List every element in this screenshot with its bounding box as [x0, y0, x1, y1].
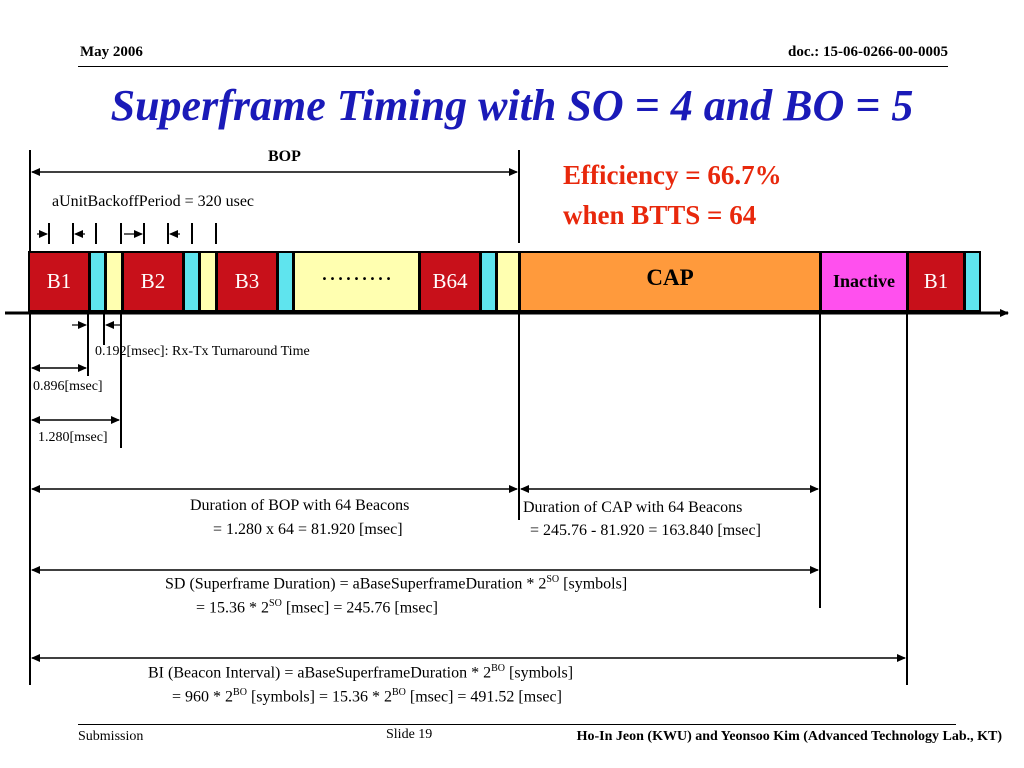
turnaround-slot	[277, 251, 294, 312]
footer-submission: Submission	[78, 729, 144, 744]
turnaround-slot	[964, 251, 981, 312]
turnaround-slot	[89, 251, 106, 312]
cap-duration-line-2: = 245.76 - 81.920 = 163.840 [msec]	[530, 522, 761, 539]
header-doc-id: doc.: 15-06-0266-00-0005	[788, 44, 948, 60]
slide-title: Superframe Timing with SO = 4 and BO = 5	[110, 81, 914, 130]
bop-label: BOP	[268, 148, 301, 165]
footer-divider	[78, 724, 956, 725]
idle-slot	[496, 251, 520, 312]
cap-block: CAP	[519, 251, 821, 312]
beacon-slot-time-label: 1.280[msec]	[38, 430, 108, 445]
idle-slot	[105, 251, 123, 312]
turnaround-time-label: 0.192[msec]: Rx-Tx Turnaround Time	[95, 344, 310, 359]
bop-duration-line-2: = 1.280 x 64 = 81.920 [msec]	[213, 521, 403, 538]
turnaround-slot	[183, 251, 200, 312]
header-divider	[78, 66, 948, 67]
inactive-block: Inactive	[820, 251, 908, 312]
idle-slot	[199, 251, 217, 312]
turnaround-slot	[480, 251, 497, 312]
backoff-period-ticks	[48, 223, 217, 244]
footer-slide-number: Slide 19	[386, 727, 433, 742]
bop-duration-line-1: Duration of BOP with 64 Beacons	[190, 497, 410, 514]
beacon-block-b3: B3	[216, 251, 278, 312]
sd-formula-line-2: = 15.36 * 2SO [msec] = 245.76 [msec]	[196, 598, 438, 617]
beacon-ellipsis-block: ………	[293, 251, 420, 312]
beacon-block-b1: B1	[28, 251, 90, 312]
bi-formula-line-1: BI (Beacon Interval) = aBaseSuperframeDu…	[148, 663, 574, 682]
beacon-block-b1-next: B1	[907, 251, 965, 312]
beacon-block-b2: B2	[122, 251, 184, 312]
header-date: May 2006	[80, 44, 143, 60]
beacon-block-b64: B64	[419, 251, 481, 312]
efficiency-line-2: when BTTS = 64	[563, 200, 757, 230]
beacon-tx-time-label: 0.896[msec]	[33, 379, 103, 394]
sd-formula-line-1: SD (Superframe Duration) = aBaseSuperfra…	[165, 574, 628, 593]
bi-formula-line-2: = 960 * 2BO [symbols] = 15.36 * 2BO [mse…	[172, 687, 562, 706]
efficiency-line-1: Efficiency = 66.7%	[563, 160, 782, 190]
backoff-period-label: aUnitBackoffPeriod = 320 usec	[52, 193, 255, 210]
cap-duration-line-1: Duration of CAP with 64 Beacons	[523, 499, 743, 516]
footer-authors: Ho-In Jeon (KWU) and Yeonsoo Kim (Advanc…	[576, 729, 1002, 744]
